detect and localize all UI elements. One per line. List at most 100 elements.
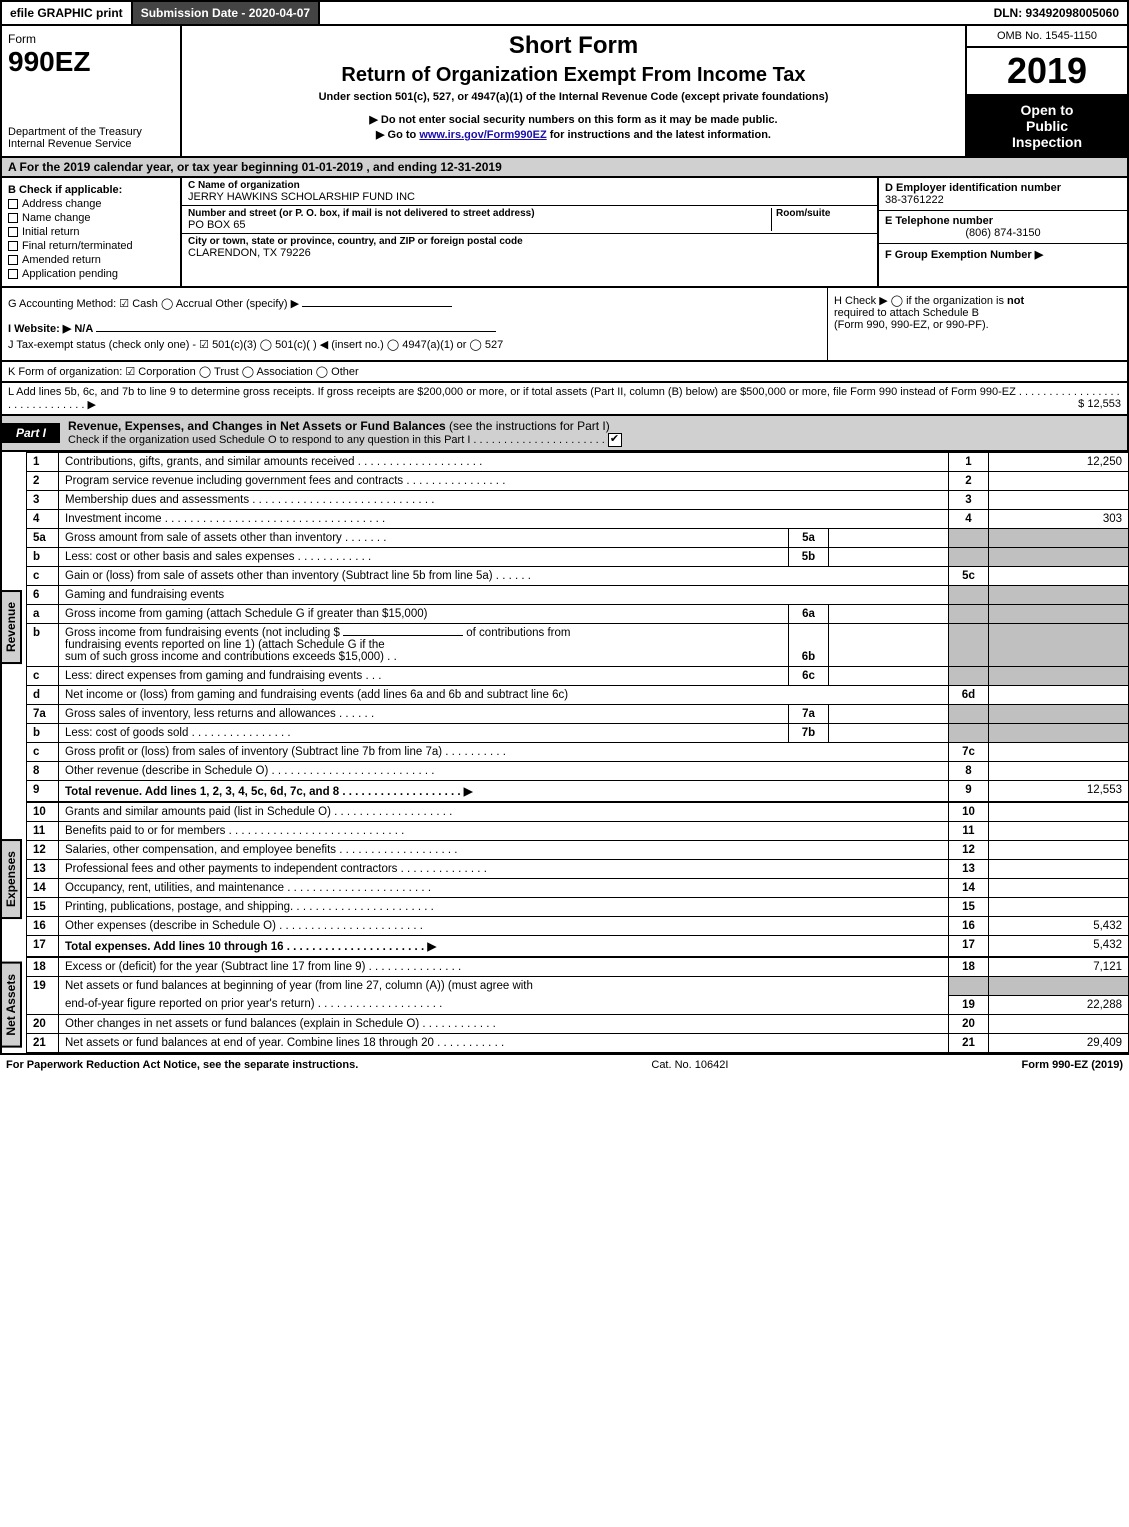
org-name-label: C Name of organization	[188, 180, 871, 191]
revenue-tab-col: Revenue	[2, 452, 26, 802]
line-g: G Accounting Method: ☑ Cash ◯ Accrual Ot…	[8, 297, 821, 310]
dept-line-2: Internal Revenue Service	[8, 138, 174, 150]
netassets-tab-col: Net Assets	[2, 957, 26, 1053]
line-16-amount: 5,432	[989, 917, 1129, 936]
line-5b: bLess: cost or other basis and sales exp…	[27, 548, 1129, 567]
irs-link[interactable]: www.irs.gov/Form990EZ	[419, 129, 546, 141]
form-version: Form 990-EZ (2019)	[1022, 1059, 1123, 1071]
subtitle-3-suffix: for instructions and the latest informat…	[547, 129, 771, 141]
line-5c: cGain or (loss) from sale of assets othe…	[27, 567, 1129, 586]
omb-number: OMB No. 1545-1150	[967, 26, 1127, 48]
line-19-amount: 22,288	[989, 995, 1129, 1014]
check-amended-return[interactable]: Amended return	[8, 254, 174, 266]
check-final-return[interactable]: Final return/terminated	[8, 240, 174, 252]
box-def: D Employer identification number 38-3761…	[877, 178, 1127, 286]
line-4: 4Investment income . . . . . . . . . . .…	[27, 510, 1129, 529]
line-20: 20Other changes in net assets or fund ba…	[27, 1014, 1129, 1033]
header-right: OMB No. 1545-1150 2019 Open to Public In…	[967, 26, 1127, 156]
line-1-amount: 12,250	[989, 453, 1129, 472]
contrib-amount-input[interactable]	[343, 635, 463, 636]
box-b: B Check if applicable: Address change Na…	[2, 178, 182, 286]
group-exemption-label: F Group Exemption Number ▶	[885, 249, 1043, 261]
line-10: 10Grants and similar amounts paid (list …	[27, 803, 1129, 822]
line-8: 8Other revenue (describe in Schedule O) …	[27, 762, 1129, 781]
checkbox-icon[interactable]	[8, 213, 18, 223]
ein: 38-3761222	[885, 194, 1121, 206]
part-i-header: Part I Revenue, Expenses, and Changes in…	[0, 416, 1129, 452]
schedule-o-note: Check if the organization used Schedule …	[68, 433, 1119, 447]
subtitle-2: ▶ Do not enter social security numbers o…	[192, 113, 955, 126]
expenses-section: Expenses 10Grants and similar amounts pa…	[0, 802, 1129, 957]
efile-print-button[interactable]: efile GRAPHIC print	[2, 2, 133, 24]
other-specify-input[interactable]	[302, 306, 452, 307]
check-name-change[interactable]: Name change	[8, 212, 174, 224]
net-assets-section: Net Assets 18Excess or (deficit) for the…	[0, 957, 1129, 1053]
line-l: L Add lines 5b, 6c, and 7b to line 9 to …	[0, 383, 1129, 416]
schedule-o-checkbox[interactable]	[608, 433, 622, 447]
inspection-3: Inspection	[971, 134, 1123, 150]
line-16: 16Other expenses (describe in Schedule O…	[27, 917, 1129, 936]
department-label: Department of the Treasury Internal Reve…	[8, 126, 174, 150]
line-18: 18Excess or (deficit) for the year (Subt…	[27, 958, 1129, 977]
line-4-amount: 303	[989, 510, 1129, 529]
checkbox-icon[interactable]	[8, 269, 18, 279]
box-c: C Name of organization JERRY HAWKINS SCH…	[182, 178, 877, 286]
expenses-tab: Expenses	[2, 839, 22, 919]
box-e: E Telephone number (806) 874-3150	[879, 211, 1127, 244]
line-15: 15Printing, publications, postage, and s…	[27, 898, 1129, 917]
line-14: 14Occupancy, rent, utilities, and mainte…	[27, 879, 1129, 898]
line-6c: cLess: direct expenses from gaming and f…	[27, 667, 1129, 686]
line-17: 17Total expenses. Add lines 10 through 1…	[27, 936, 1129, 957]
revenue-section: Revenue 1Contributions, gifts, grants, a…	[0, 452, 1129, 802]
entity-block: B Check if applicable: Address change Na…	[0, 178, 1129, 288]
checkbox-icon[interactable]	[8, 241, 18, 251]
checkbox-icon[interactable]	[8, 199, 18, 209]
header-left: Form 990EZ Department of the Treasury In…	[2, 26, 182, 156]
line-6d: dNet income or (loss) from gaming and fu…	[27, 686, 1129, 705]
checkbox-icon[interactable]	[8, 227, 18, 237]
box-f: F Group Exemption Number ▶	[879, 244, 1127, 286]
room-label: Room/suite	[776, 208, 871, 219]
line-2: 2Program service revenue including gover…	[27, 472, 1129, 491]
box-b-title: B Check if applicable:	[8, 184, 174, 196]
line-21-amount: 29,409	[989, 1033, 1129, 1052]
line-12: 12Salaries, other compensation, and empl…	[27, 841, 1129, 860]
short-form-title: Short Form	[192, 32, 955, 60]
inspection-1: Open to	[971, 102, 1123, 118]
subtitle-1: Under section 501(c), 527, or 4947(a)(1)…	[192, 91, 955, 103]
total-expenses: 5,432	[989, 936, 1129, 957]
address-label: Number and street (or P. O. box, if mail…	[188, 208, 771, 219]
line-7c: cGross profit or (loss) from sales of in…	[27, 743, 1129, 762]
submission-date: Submission Date - 2020-04-07	[133, 2, 320, 24]
inspection-2: Public	[971, 118, 1123, 134]
check-initial-return[interactable]: Initial return	[8, 226, 174, 238]
total-revenue: 12,553	[989, 781, 1129, 802]
line-i: I Website: ▶ N/A	[8, 322, 821, 335]
revenue-table: 1Contributions, gifts, grants, and simil…	[26, 452, 1129, 802]
address-cell: Number and street (or P. O. box, if mail…	[182, 206, 877, 234]
check-address-change[interactable]: Address change	[8, 198, 174, 210]
phone-label: E Telephone number	[885, 215, 1121, 227]
address: PO BOX 65	[188, 219, 771, 231]
form-number: 990EZ	[8, 46, 174, 78]
line-7a: 7aGross sales of inventory, less returns…	[27, 705, 1129, 724]
box-d: D Employer identification number 38-3761…	[879, 178, 1127, 211]
part-label: Part I	[2, 423, 60, 443]
open-to-public-inspection: Open to Public Inspection	[967, 96, 1127, 156]
return-title: Return of Organization Exempt From Incom…	[192, 64, 955, 87]
dept-line-1: Department of the Treasury	[8, 126, 174, 138]
header-center: Short Form Return of Organization Exempt…	[182, 26, 967, 156]
line-6: 6Gaming and fundraising events	[27, 586, 1129, 605]
section-a-tax-year: A For the 2019 calendar year, or tax yea…	[0, 158, 1129, 178]
net-assets-table: 18Excess or (deficit) for the year (Subt…	[26, 957, 1129, 1053]
expenses-tab-col: Expenses	[2, 802, 26, 957]
check-application-pending[interactable]: Application pending	[8, 268, 174, 280]
misc-left: G Accounting Method: ☑ Cash ◯ Accrual Ot…	[2, 288, 827, 360]
city-label: City or town, state or province, country…	[188, 236, 871, 247]
line-19: 19Net assets or fund balances at beginni…	[27, 977, 1129, 996]
checkbox-icon[interactable]	[8, 255, 18, 265]
website-input[interactable]	[96, 331, 496, 332]
city: CLARENDON, TX 79226	[188, 247, 871, 259]
paperwork-notice: For Paperwork Reduction Act Notice, see …	[6, 1059, 358, 1071]
line-18-amount: 7,121	[989, 958, 1129, 977]
